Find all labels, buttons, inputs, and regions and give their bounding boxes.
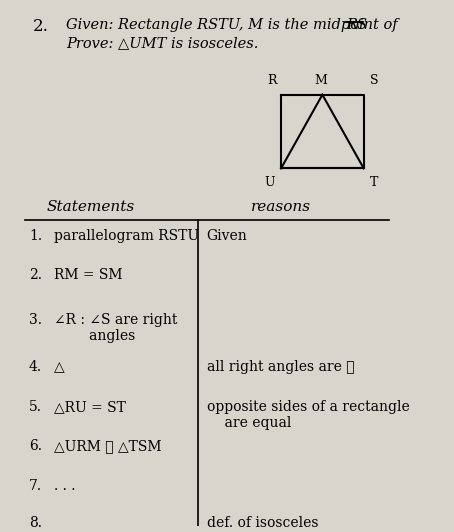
Text: Given: Given [207,229,247,243]
Text: opposite sides of a rectangle
    are equal: opposite sides of a rectangle are equal [207,400,410,430]
Text: 4.: 4. [29,361,42,375]
Text: △RU = ST: △RU = ST [54,400,126,414]
Text: △: △ [54,361,64,375]
Text: 5.: 5. [29,400,42,414]
Text: Statements: Statements [47,200,135,214]
Text: 8.: 8. [29,516,42,530]
Text: all right angles are ≅: all right angles are ≅ [207,361,354,375]
Text: 6.: 6. [29,439,42,453]
Text: U: U [264,176,275,189]
Text: △URM ≅ △TSM: △URM ≅ △TSM [54,439,161,453]
Text: 7.: 7. [29,479,42,493]
Text: RM = SM: RM = SM [54,268,122,282]
Text: T: T [370,176,378,189]
Text: Prove: △UMT is isosceles.: Prove: △UMT is isosceles. [66,36,258,50]
Text: ∠R : ∠S are right
        angles: ∠R : ∠S are right angles [54,313,177,343]
Text: 3.: 3. [29,313,42,327]
Text: 2.: 2. [33,19,49,36]
Text: M: M [314,74,327,87]
Text: parallelogram RSTU: parallelogram RSTU [54,229,199,243]
Text: RS: RS [346,19,367,32]
Text: S: S [370,74,378,87]
Text: 2.: 2. [29,268,42,282]
Text: R: R [267,74,277,87]
Text: . . .: . . . [54,479,75,493]
Text: reasons: reasons [251,200,311,214]
Text: 1.: 1. [29,229,42,243]
Text: Given: Rectangle RSTU, M is the midpoint of: Given: Rectangle RSTU, M is the midpoint… [66,19,402,32]
Text: def. of isosceles: def. of isosceles [207,516,318,530]
